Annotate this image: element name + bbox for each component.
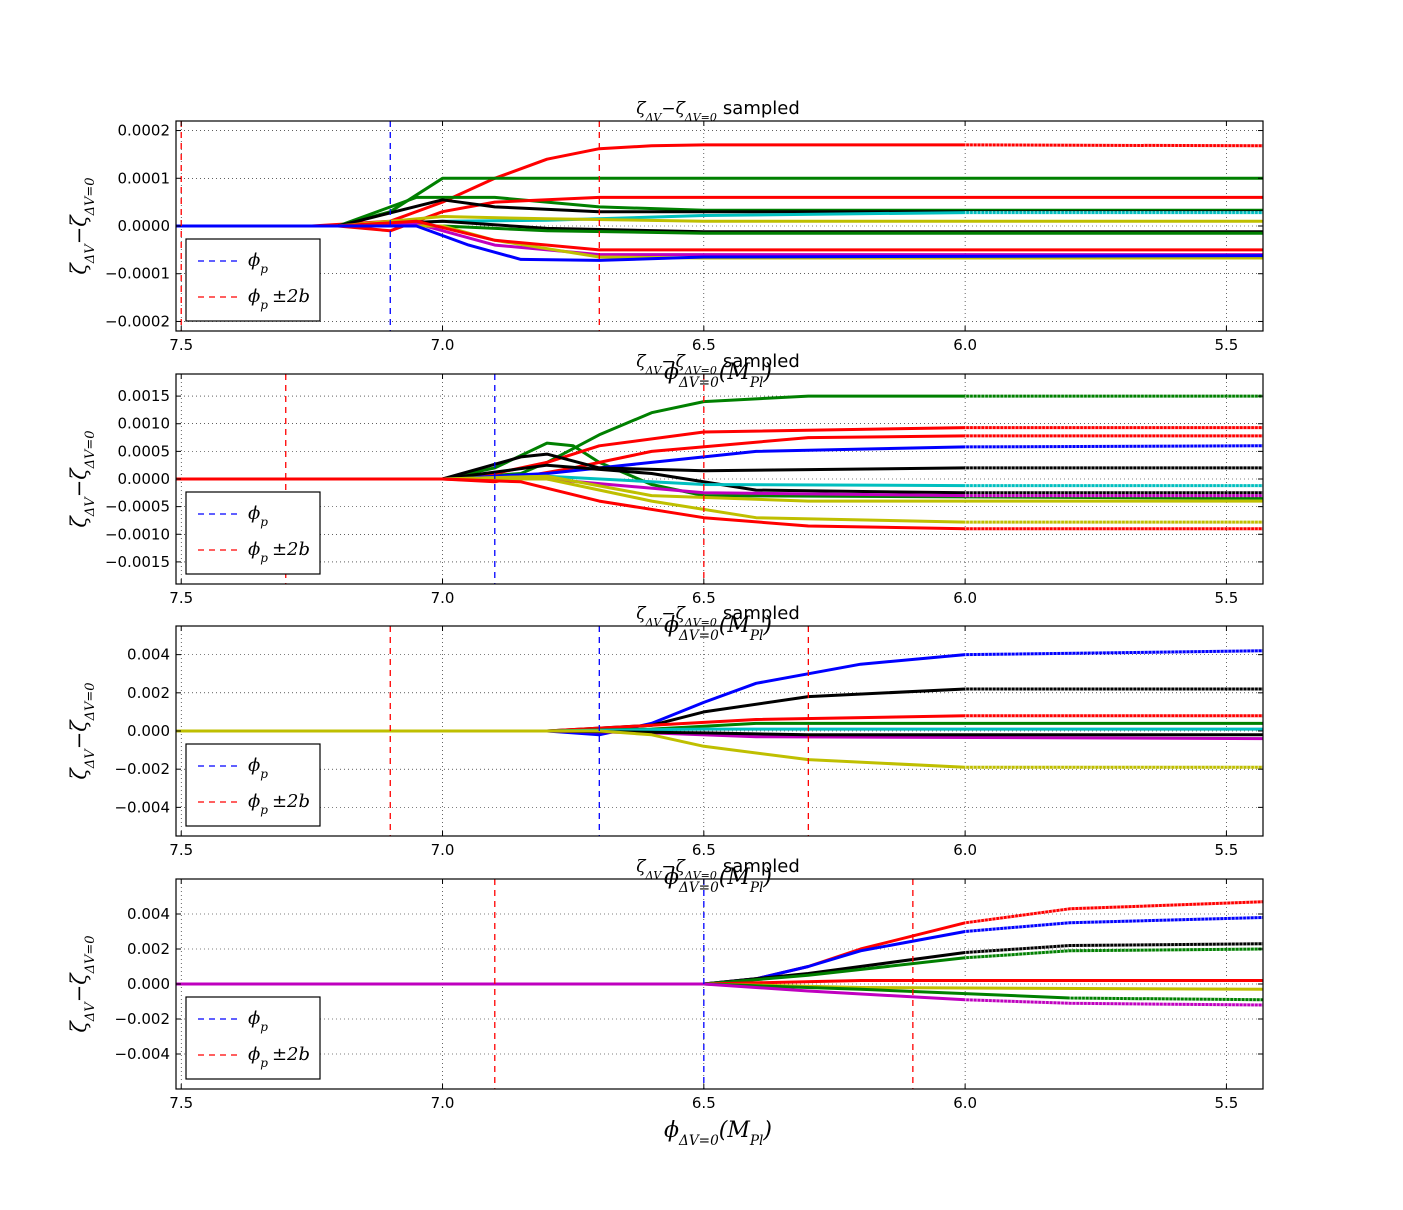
x-tick-label: 6.5 xyxy=(692,841,716,859)
y-axis-label: ζΔV−ζΔV=0 xyxy=(67,682,98,779)
series-group xyxy=(176,143,1263,262)
x-tick-label: 5.5 xyxy=(1214,841,1238,859)
chart-title: ζΔV−ζΔV=0 sampled xyxy=(636,98,800,124)
legend: ϕp ϕp ±2b xyxy=(185,743,321,827)
series-line-13 xyxy=(176,224,1263,262)
y-tick-label: 0.0010 xyxy=(118,415,171,433)
y-tick-label: −0.004 xyxy=(114,798,170,816)
series-sample-dots-2 xyxy=(964,915,1263,934)
chart-panel-3: 7.5 7.0 6.5 6.0 5.5 0.004 0.002 0.000 −0.002 −0.0… xyxy=(67,603,1264,896)
x-axis-label: ϕΔV=0(MPl) xyxy=(664,865,772,896)
x-tick-label: 7.5 xyxy=(169,589,193,607)
series-sample-dots-4 xyxy=(964,947,1263,960)
series-sample-dots-1 xyxy=(965,143,1263,148)
x-tick-label: 6.5 xyxy=(692,589,716,607)
series-sample-dots-5 xyxy=(965,444,1263,449)
legend-label-phi-p-2b: ϕp ±2b xyxy=(248,539,310,565)
x-tick-label: 7.0 xyxy=(431,841,455,859)
x-tick-label: 6.0 xyxy=(953,336,977,354)
series-sample-dots-8 xyxy=(965,998,1263,1007)
legend-label-phi-p: ϕp xyxy=(248,1008,268,1034)
legend: ϕp ϕp ±2b xyxy=(185,996,321,1080)
y-tick-label: −0.0002 xyxy=(105,312,170,330)
x-tick-label: 7.5 xyxy=(169,841,193,859)
legend-box xyxy=(185,743,321,827)
series-sample-dots-3 xyxy=(964,942,1263,955)
x-tick-label: 5.5 xyxy=(1214,336,1238,354)
y-tick-label: −0.002 xyxy=(114,1010,170,1028)
y-axis-label: ζΔV−ζΔV=0 xyxy=(67,430,98,527)
legend: ϕp ϕp ±2b xyxy=(185,491,321,575)
chart-panel-4: 7.5 7.0 6.5 6.0 5.5 0.004 0.002 0.000 −0.002 −0.0… xyxy=(67,856,1264,1149)
y-tick-label: 0.002 xyxy=(127,684,170,702)
y-tick-label: 0.0000 xyxy=(118,217,171,235)
legend-box xyxy=(185,996,321,1080)
y-tick-label: 0.0001 xyxy=(118,169,171,187)
y-tick-label: 0.000 xyxy=(127,722,170,740)
y-tick-label: −0.004 xyxy=(114,1045,170,1063)
legend-label-phi-p-2b: ϕp ±2b xyxy=(248,791,310,817)
x-axis-label: ϕΔV=0(MPl) xyxy=(664,360,772,391)
legend-label-phi-p: ϕp xyxy=(248,503,268,529)
x-tick-label: 6.0 xyxy=(953,1094,977,1112)
series-line-8 xyxy=(176,982,1263,1007)
series-sample-dots-1 xyxy=(964,900,1263,925)
x-tick-label: 7.5 xyxy=(169,336,193,354)
legend-label-phi-p: ϕp xyxy=(248,755,268,781)
legend-label-phi-p-2b: ϕp ±2b xyxy=(248,286,310,312)
x-tick-label: 7.0 xyxy=(431,1094,455,1112)
y-tick-label: −0.0015 xyxy=(105,553,170,571)
y-tick-label: 0.0015 xyxy=(118,387,171,405)
series-sample-dots-1 xyxy=(965,649,1263,657)
y-axis-label: ζΔV−ζΔV=0 xyxy=(67,177,98,274)
x-tick-label: 6.0 xyxy=(953,589,977,607)
chart-title: ζΔV−ζΔV=0 sampled xyxy=(636,856,800,882)
x-tick-label: 7.0 xyxy=(431,336,455,354)
y-tick-label: −0.0005 xyxy=(105,498,170,516)
y-tick-label: 0.0005 xyxy=(118,442,171,460)
x-tick-label: 6.0 xyxy=(953,841,977,859)
y-tick-label: −0.002 xyxy=(114,760,170,778)
legend-box xyxy=(185,491,321,575)
x-tick-label: 7.0 xyxy=(431,589,455,607)
series-group xyxy=(176,394,1263,531)
y-tick-label: 0.002 xyxy=(127,940,170,958)
chart-title: ζΔV−ζΔV=0 sampled xyxy=(636,603,800,629)
y-tick-label: −0.0010 xyxy=(105,525,170,543)
chart-panel-1: 7.5 7.0 6.5 6.0 5.5 0.0002 0.0001 0.0000 −0.0001… xyxy=(67,98,1264,391)
chart-panel-2: 7.5 7.0 6.5 6.0 5.5 0.0015 0.0010 0.0005 0.0000 −… xyxy=(67,351,1264,644)
x-tick-label: 6.5 xyxy=(692,1094,716,1112)
y-tick-label: 0.0000 xyxy=(118,470,171,488)
x-tick-label: 6.5 xyxy=(692,336,716,354)
x-tick-label: 5.5 xyxy=(1214,1094,1238,1112)
legend-label-phi-p: ϕp xyxy=(248,250,268,276)
y-tick-label: 0.0002 xyxy=(118,122,171,140)
y-tick-label: 0.000 xyxy=(127,975,170,993)
y-tick-label: −0.0001 xyxy=(105,265,170,283)
series-line-12 xyxy=(176,477,1263,531)
x-tick-label: 7.5 xyxy=(169,1094,193,1112)
y-axis-label: ζΔV−ζΔV=0 xyxy=(67,935,98,1032)
series-group xyxy=(176,900,1263,1007)
legend-box xyxy=(185,238,321,322)
series-line-6 xyxy=(176,452,1263,481)
y-tick-label: 0.004 xyxy=(127,905,170,923)
chart-title: ζΔV−ζΔV=0 sampled xyxy=(636,351,800,377)
legend-label-phi-p-2b: ϕp ±2b xyxy=(248,1044,310,1070)
y-tick-label: 0.004 xyxy=(127,646,170,664)
legend: ϕp ϕp ±2b xyxy=(185,238,321,322)
x-axis-label: ϕΔV=0(MPl) xyxy=(664,1118,772,1149)
x-tick-label: 5.5 xyxy=(1214,589,1238,607)
